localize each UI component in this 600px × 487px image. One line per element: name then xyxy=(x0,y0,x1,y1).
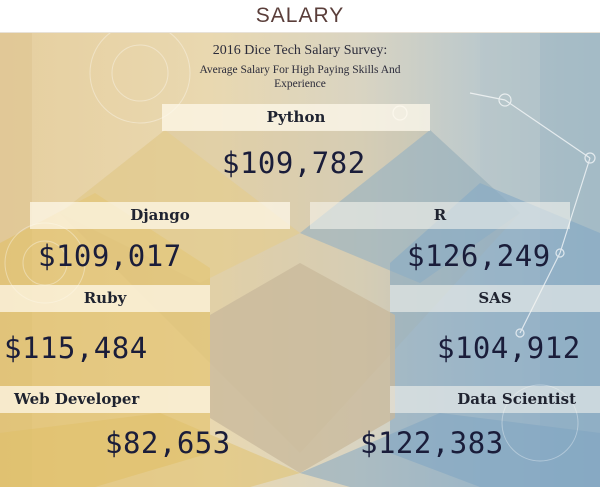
skill-label-data-scientist: Data Scientist xyxy=(390,386,600,413)
skill-label-sas: SAS xyxy=(390,285,600,312)
skill-salary-python: $109,782 xyxy=(222,146,366,180)
skill-salary-r: $126,249 xyxy=(407,239,551,273)
skill-label-django: Django xyxy=(30,202,290,229)
skill-salary-data-scientist: $122,383 xyxy=(360,426,504,460)
section-header: SALARY xyxy=(0,0,600,33)
survey-subtitle-line1: Average Salary For High Paying Skills An… xyxy=(199,64,401,76)
skill-label-python: Python xyxy=(162,104,430,131)
skill-salary-django: $109,017 xyxy=(38,239,182,273)
skill-salary-sas: $104,912 xyxy=(437,331,581,365)
survey-subtitle-line2: Experience xyxy=(274,78,326,90)
skill-label-ruby: Ruby xyxy=(0,285,210,312)
skill-salary-web-developer: $82,653 xyxy=(105,426,231,460)
skill-label-r: R xyxy=(310,202,570,229)
survey-title-block: 2016 Dice Tech Salary Survey: Average Sa… xyxy=(150,42,450,91)
survey-title: 2016 Dice Tech Salary Survey: xyxy=(212,43,388,58)
skill-label-web-developer: Web Developer xyxy=(0,386,210,413)
skill-salary-ruby: $115,484 xyxy=(4,331,148,365)
